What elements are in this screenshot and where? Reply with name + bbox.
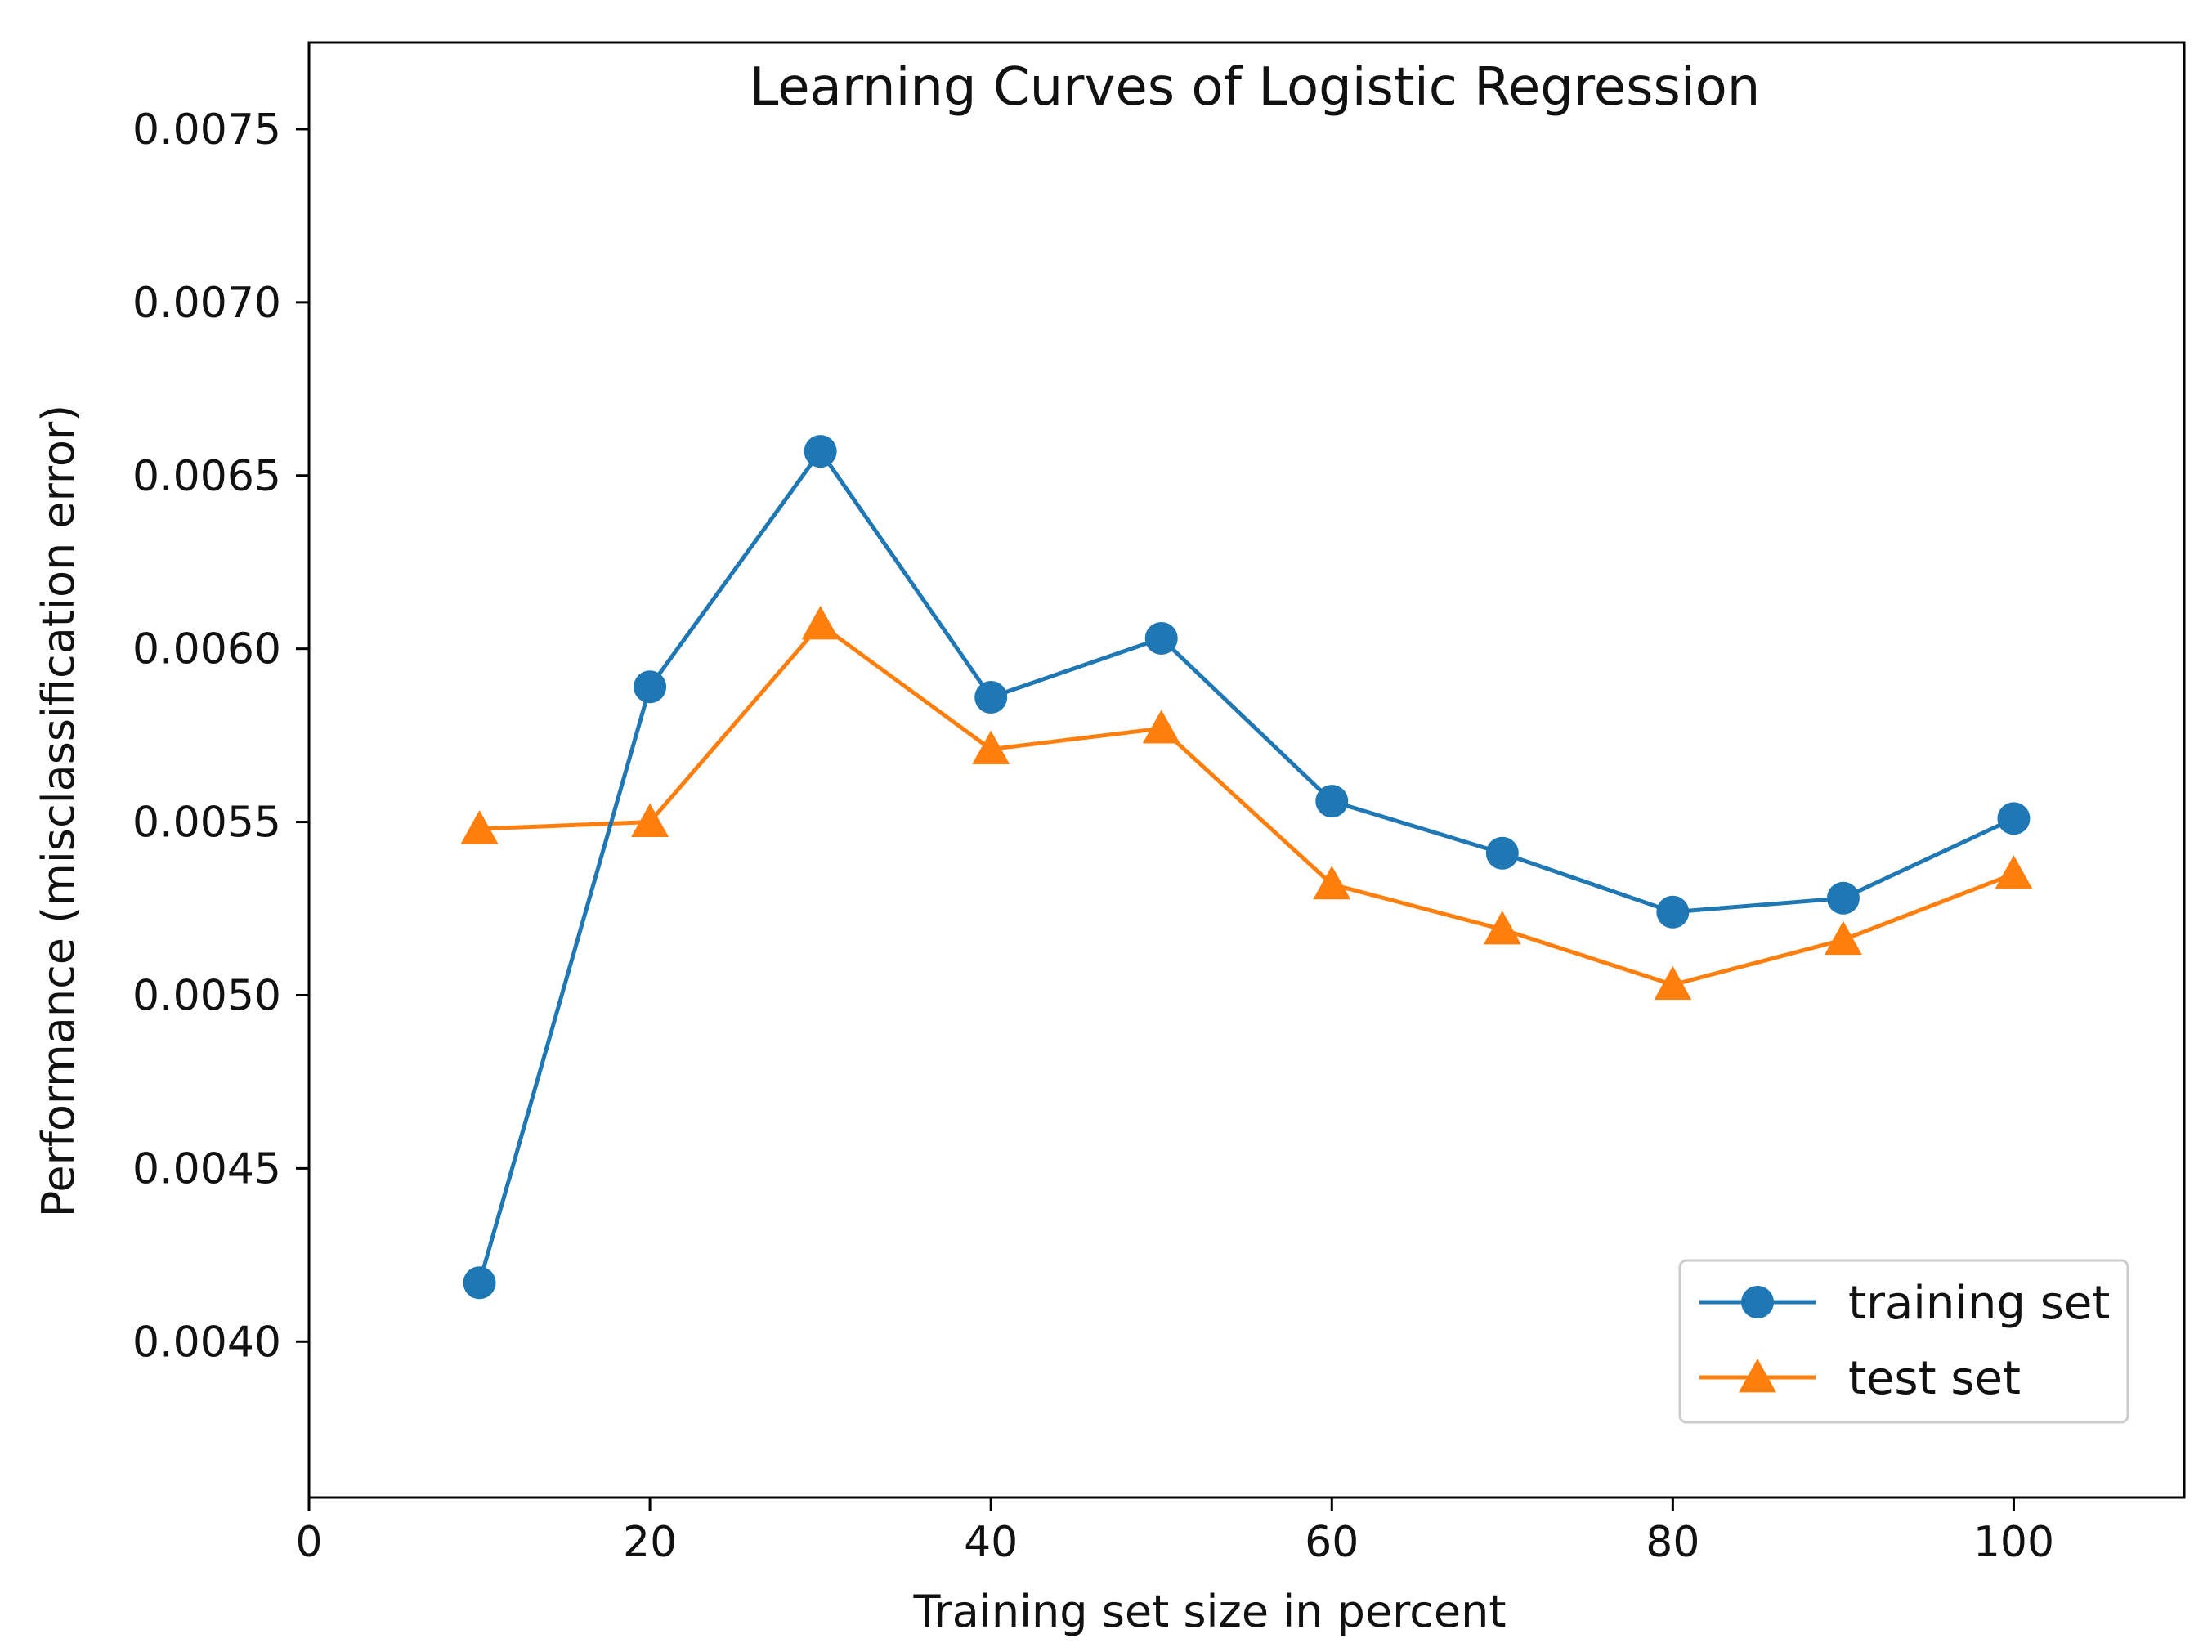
y-axis-ticks: 0.0040 0.0045 0.0050 0.0055 0.0060 0.0065 0.00… xyxy=(132,105,309,1367)
training-set-point xyxy=(974,681,1008,714)
test-set-point xyxy=(1654,965,1692,1001)
y-tick-label: 0.0065 xyxy=(132,452,281,501)
x-tick-label: 80 xyxy=(1646,1518,1699,1567)
training-set-point xyxy=(1485,836,1519,870)
y-axis-label: Performance (misclassification error) xyxy=(33,405,84,1217)
legend: training set test set xyxy=(1678,1259,2129,1424)
legend-marker xyxy=(1739,1359,1776,1393)
y-tick-label: 0.0045 xyxy=(132,1144,281,1193)
test-set-point xyxy=(1995,855,2033,889)
training-set-point xyxy=(804,435,837,468)
training-set-point xyxy=(463,1266,496,1300)
x-axis-label: Training set size in percent xyxy=(912,1586,1506,1637)
test-set-point xyxy=(1824,920,1862,956)
test-set-point xyxy=(972,730,1010,764)
x-axis-ticks: 0 20 40 60 80 100 xyxy=(295,1498,2054,1567)
y-tick-label: 0.0075 xyxy=(132,105,281,154)
legend-label: training set xyxy=(1848,1277,2110,1330)
y-tick-label: 0.0060 xyxy=(132,625,281,674)
y-tick-label: 0.0055 xyxy=(132,799,281,848)
y-tick-label: 0.0050 xyxy=(132,971,281,1020)
y-tick-label: 0.0040 xyxy=(132,1318,281,1367)
chart-title: Learning Curves of Logistic Regression xyxy=(750,57,1761,118)
series-training-set xyxy=(463,435,2031,1300)
series-test-set xyxy=(460,606,2033,1001)
legend-marker xyxy=(1741,1286,1774,1318)
test-set-line xyxy=(479,622,2015,987)
plot-area-frame xyxy=(307,41,2186,1499)
training-set-line xyxy=(477,449,2015,1283)
training-set-point xyxy=(634,670,667,704)
test-set-point xyxy=(1142,710,1180,744)
legend-item-training-set: training set xyxy=(1699,1277,2110,1330)
x-tick-label: 100 xyxy=(1973,1518,2054,1567)
training-set-point xyxy=(1144,621,1178,655)
x-tick-label: 0 xyxy=(295,1518,322,1567)
test-set-point xyxy=(801,606,840,640)
training-set-point xyxy=(1656,895,1690,929)
legend-item-test-set: test set xyxy=(1699,1352,2021,1405)
training-set-point xyxy=(1826,881,1860,915)
x-tick-label: 40 xyxy=(964,1518,1018,1567)
test-set-point xyxy=(631,803,669,837)
test-set-point xyxy=(1483,910,1521,945)
legend-label: test set xyxy=(1848,1352,2021,1405)
training-set-point xyxy=(1315,785,1349,818)
test-set-point xyxy=(460,810,499,844)
test-set-point xyxy=(1313,865,1351,900)
y-tick-label: 0.0070 xyxy=(132,279,281,328)
x-tick-label: 20 xyxy=(623,1518,677,1567)
series-layer xyxy=(460,435,2033,1300)
x-tick-label: 60 xyxy=(1305,1518,1359,1567)
training-set-point xyxy=(1997,802,2031,835)
